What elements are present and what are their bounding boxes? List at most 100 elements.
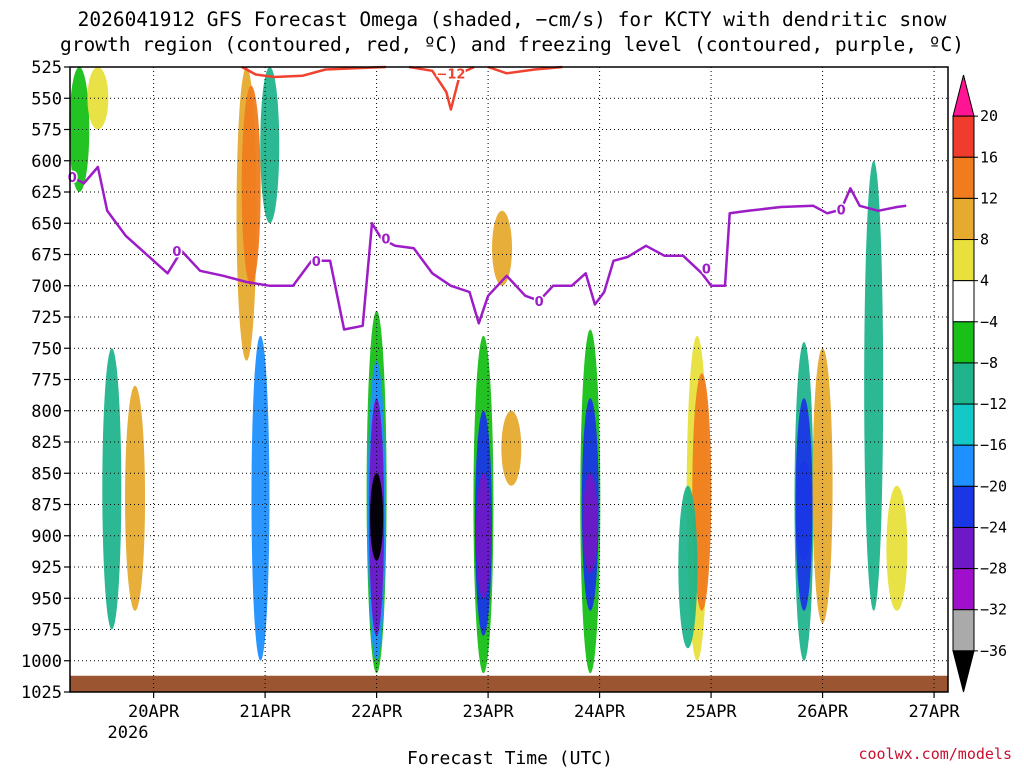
colorbar-label-4: 4: [980, 272, 989, 290]
colorbar-label-13: −36: [980, 642, 1007, 660]
contours: [69, 65, 907, 331]
omega-region-11: [370, 473, 384, 561]
x-tick-label-24APR: 24APR: [574, 702, 626, 722]
chart-title-line1: 2026041912 GFS Forecast Omega (shaded, −…: [78, 8, 947, 31]
colorbar: 20 16 12 8 4 −4 −8 −12 −16 −20 −24 −28 −32 −36: [952, 74, 1007, 693]
colorbar-segment-11: [952, 526, 975, 570]
y-tick-label-725: 725: [31, 308, 62, 328]
colorbar-label-11: −28: [980, 560, 1007, 578]
omega-region-25: [795, 460, 812, 561]
colorbar-label-10: −24: [980, 518, 1007, 536]
y-tick-label-925: 925: [31, 558, 62, 578]
y-tick-label-550: 550: [31, 89, 62, 109]
y-axis: 525 550 575 600 625 650 675 700 725 750 775 800 825 8…: [21, 58, 70, 703]
x-tick-label-25APR: 25APR: [685, 702, 737, 722]
colorbar-segment-2: [952, 156, 975, 199]
colorbar-segment-6: [952, 321, 975, 364]
y-tick-label-600: 600: [31, 152, 62, 172]
colorbar-arrow-bottom: [952, 650, 975, 693]
y-tick-label-975: 975: [31, 621, 62, 641]
contour-label-7: 0: [837, 204, 846, 219]
y-tick-label-875: 875: [31, 496, 62, 516]
colorbar-label-7: −12: [980, 395, 1007, 413]
colorbar-arrow-top: [952, 74, 975, 117]
colorbar-segment-5: [952, 280, 975, 323]
omega-region-3: [125, 385, 146, 611]
chart-title-line2: growth region (contoured, red, ºC) and f…: [60, 33, 964, 56]
colorbar-segment-9: [952, 444, 975, 487]
dgz-contour-a: [241, 65, 386, 79]
x-tick-label-23APR: 23APR: [463, 702, 515, 722]
colorbar-label-12: −32: [980, 601, 1007, 619]
omega-region-1: [87, 67, 109, 130]
x-tick-label-27APR: 27APR: [908, 702, 960, 722]
y-tick-label-950: 950: [31, 589, 62, 609]
terrain: [70, 675, 948, 692]
colorbar-label-6: −8: [980, 354, 998, 372]
dgz-contour-b: [408, 65, 475, 111]
omega-region-16: [501, 410, 522, 486]
colorbar-segment-12: [952, 568, 975, 611]
y-tick-label-675: 675: [31, 246, 62, 266]
contour-label-2: 0: [172, 245, 181, 260]
y-tick-label-775: 775: [31, 371, 62, 391]
x-tick-label-26APR: 26APR: [797, 702, 849, 722]
omega-region-6: [251, 335, 270, 661]
dgz-contour-c: [487, 65, 563, 75]
y-tick-label-625: 625: [31, 183, 62, 203]
colorbar-segment-7: [952, 362, 975, 405]
omega-shading: [69, 67, 908, 674]
colorbar-label-3: 8: [980, 231, 989, 249]
y-tick-label-650: 650: [31, 214, 62, 234]
year-label: 2026: [108, 723, 149, 743]
omega-region-5: [241, 85, 261, 286]
omega-region-7: [260, 67, 280, 224]
contour-label-4: 0: [381, 232, 390, 247]
x-tick-label-21APR: 21APR: [240, 702, 292, 722]
colorbar-label-5: −4: [980, 313, 998, 331]
grid: [70, 67, 948, 692]
colorbar-segment-3: [952, 197, 975, 241]
colorbar-segment-8: [952, 403, 975, 446]
contour-label-5: 0: [535, 295, 544, 310]
contour-label-3: 0: [312, 255, 321, 270]
colorbar-segment-13: [952, 609, 975, 652]
y-tick-label-825: 825: [31, 433, 62, 453]
contour-label-6: 0: [702, 262, 711, 277]
x-axis: 20APR 21APR 22APR 23APR 24APR 25APR 26APR 27APR: [128, 692, 960, 722]
terrain-fill: [70, 675, 948, 692]
omega-region-19: [582, 473, 598, 574]
omega-region-2: [102, 348, 122, 630]
y-tick-label-800: 800: [31, 402, 62, 422]
colorbar-label-0: 20: [980, 107, 998, 125]
colorbar-segment-1: [952, 115, 975, 158]
y-tick-label-850: 850: [31, 464, 62, 484]
colorbar-segment-10: [952, 485, 975, 528]
contour-label-1: 0: [68, 171, 77, 186]
y-tick-label-575: 575: [31, 121, 62, 141]
y-tick-label-700: 700: [31, 277, 62, 297]
omega-region-28: [886, 485, 908, 611]
contour-label-0: −12: [436, 67, 465, 82]
credit-text: coolwx.com/models: [858, 745, 1012, 763]
x-axis-label: Forecast Time (UTC): [407, 748, 613, 768]
omega-region-27: [864, 160, 884, 611]
colorbar-label-1: 16: [980, 148, 998, 166]
x-tick-label-20APR: 20APR: [128, 702, 180, 722]
y-tick-label-750: 750: [31, 339, 62, 359]
y-tick-label-525: 525: [31, 58, 62, 78]
omega-region-14: [475, 473, 491, 599]
colorbar-label-9: −20: [980, 477, 1007, 495]
y-tick-label-1000: 1000: [21, 652, 62, 672]
omega-region-22: [678, 485, 698, 649]
y-tick-label-900: 900: [31, 527, 62, 547]
colorbar-label-2: 12: [980, 189, 998, 207]
freezing-level-contour: [69, 165, 907, 331]
omega-region-26: [812, 348, 833, 624]
colorbar-segment-4: [952, 239, 975, 282]
colorbar-label-8: −16: [980, 436, 1007, 454]
omega-region-15: [492, 210, 513, 286]
x-tick-label-22APR: 22APR: [351, 702, 403, 722]
y-tick-label-1025: 1025: [21, 683, 62, 703]
